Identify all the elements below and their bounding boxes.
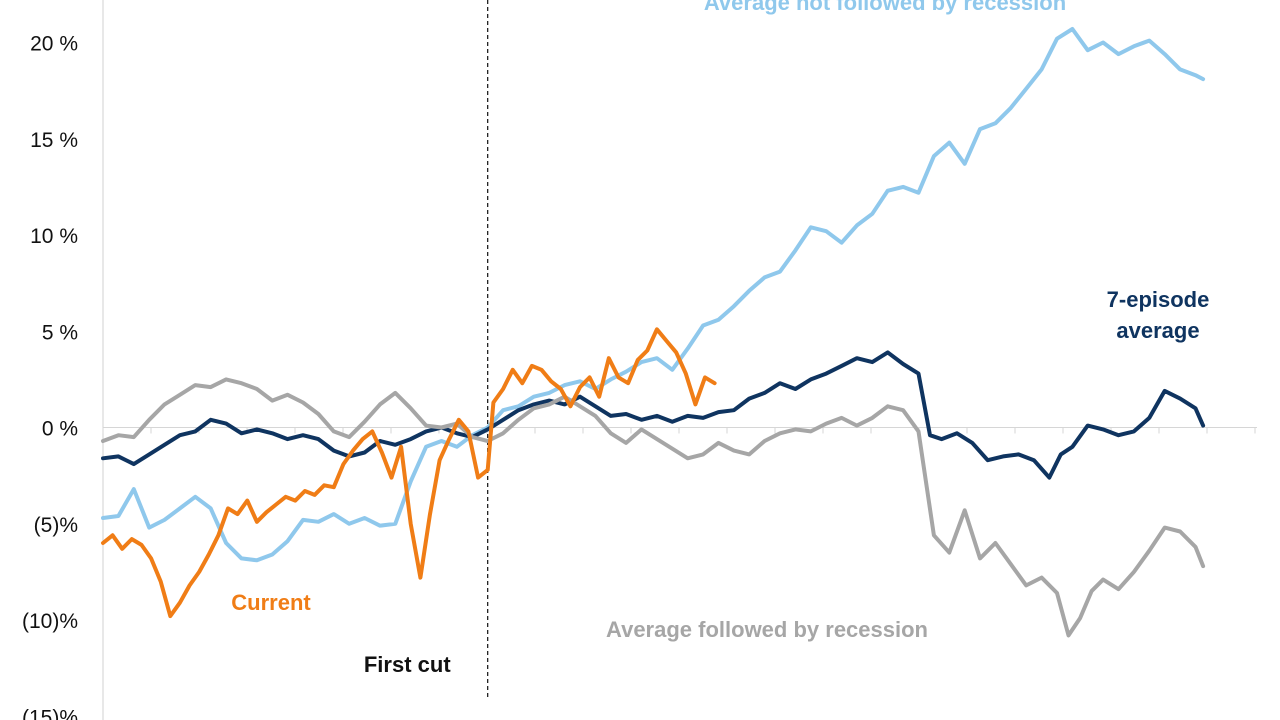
y-tick-label: 5 % <box>42 321 78 344</box>
y-tick-label: (5)% <box>34 514 78 537</box>
label-layer: First cut Average not followed by recessi… <box>231 0 1209 677</box>
y-tick-label: 15 % <box>30 129 78 152</box>
series-layer <box>101 27 1206 638</box>
y-tick-label: 0 % <box>42 418 78 441</box>
series-label-current: Current <box>231 590 311 615</box>
series-line-average-not-followed-by-recession <box>101 27 1206 563</box>
series-label-7-episode: 7-episode <box>1107 287 1210 312</box>
series-label-average-followed-by-recession: Average followed by recession <box>606 617 928 642</box>
series-line-average-followed-by-recession <box>101 377 1206 638</box>
series-label-average-not-followed-by-recession: Average not followed by recession <box>704 0 1066 15</box>
series-label-average: average <box>1116 318 1199 343</box>
first-cut-label: First cut <box>364 652 451 677</box>
y-tick-label: 20 % <box>30 33 78 56</box>
series-line-7-episode-average <box>101 350 1206 480</box>
series-line-current <box>101 327 717 619</box>
axis-layer: 20 % 15 % 10 % 5 % 0 % (5)% (10)% (15)% <box>22 0 1257 720</box>
y-tick-label: (15)% <box>22 706 78 720</box>
y-tick-label: 10 % <box>30 225 78 248</box>
y-tick-label: (10)% <box>22 610 78 633</box>
